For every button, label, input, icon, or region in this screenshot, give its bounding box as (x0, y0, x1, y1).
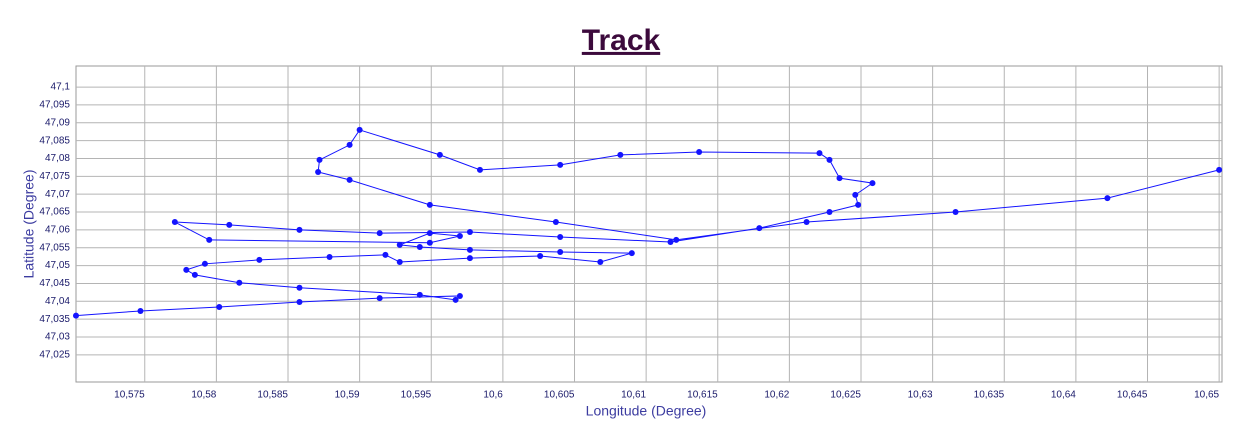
y-tick-label: 47,08 (45, 153, 70, 164)
x-tick-label: 10,62 (764, 390, 789, 401)
track-point (456, 292, 463, 299)
track-point (191, 271, 198, 278)
track-point (296, 284, 303, 291)
x-tick-label: 10,65 (1194, 390, 1219, 401)
track-point (171, 219, 178, 226)
track-point (436, 151, 443, 158)
y-tick-label: 47,1 (51, 82, 71, 93)
y-tick-label: 47,055 (39, 242, 70, 253)
track-point (597, 259, 604, 266)
track-point (557, 161, 564, 168)
x-tick-label: 10,58 (191, 390, 216, 401)
x-tick-label: 10,6 (483, 390, 503, 401)
track-point (256, 256, 263, 263)
track-point (396, 259, 403, 266)
track-point (346, 176, 353, 183)
track-point (826, 209, 833, 216)
y-tick-label: 47,07 (45, 189, 70, 200)
track-point (137, 307, 144, 314)
y-tick-label: 47,025 (39, 350, 70, 361)
y-tick-label: 47,035 (39, 314, 70, 325)
y-tick-label: 47,06 (45, 225, 70, 236)
x-tick-label: 10,59 (335, 390, 360, 401)
track-point (667, 239, 674, 246)
track-point (296, 226, 303, 233)
track-point (476, 166, 483, 173)
track-point (756, 225, 763, 232)
track-point (426, 201, 433, 208)
track-point (816, 150, 823, 157)
y-tick-label: 47,075 (39, 171, 70, 182)
track-point (826, 156, 833, 163)
track-point (803, 219, 810, 226)
track-point (617, 151, 624, 158)
y-tick-label: 47,09 (45, 117, 70, 128)
chart-title: Track (582, 24, 661, 57)
track-point (346, 141, 353, 148)
track-point (426, 230, 433, 237)
track-point (628, 250, 635, 257)
x-tick-label: 10,63 (908, 390, 933, 401)
x-tick-label: 10,575 (114, 390, 145, 401)
track-point (416, 291, 423, 298)
track-point (466, 255, 473, 262)
track-point (852, 191, 859, 198)
plot-area (75, 65, 1223, 383)
y-tick-label: 47,03 (45, 332, 70, 343)
track-point (466, 229, 473, 236)
track-point (869, 180, 876, 187)
track-point (376, 230, 383, 237)
track-point (466, 246, 473, 253)
track-point (426, 239, 433, 246)
track-point (552, 219, 559, 226)
y-tick-label: 47,04 (45, 296, 70, 307)
y-tick-label: 47,065 (39, 207, 70, 218)
track-point (326, 254, 333, 261)
x-tick-label: 10,64 (1051, 390, 1076, 401)
track-point (537, 252, 544, 259)
track-point (952, 209, 959, 216)
y-tick-label: 47,095 (39, 100, 70, 111)
track-point (416, 244, 423, 251)
x-tick-label: 10,635 (974, 390, 1005, 401)
y-tick-label: 47,085 (39, 135, 70, 146)
track-point (1216, 166, 1223, 173)
x-tick-label: 10,615 (687, 390, 718, 401)
x-tick-label: 10,595 (401, 390, 432, 401)
track-point (183, 266, 190, 273)
y-axis-label: Latitude (Degree) (21, 170, 37, 279)
track-point (696, 149, 703, 156)
x-tick-label: 10,605 (544, 390, 575, 401)
track-point (836, 175, 843, 182)
track-point (376, 295, 383, 302)
track-point (382, 251, 389, 258)
track-point (73, 312, 79, 319)
track-point (356, 126, 363, 133)
track-point (316, 156, 323, 163)
y-tick-label: 47,05 (45, 260, 70, 271)
x-tick-label: 10,585 (257, 390, 288, 401)
track-point (216, 304, 223, 311)
x-tick-label: 10,645 (1117, 390, 1148, 401)
x-tick-label: 10,625 (830, 390, 861, 401)
track-point (557, 234, 564, 241)
track-point (452, 296, 459, 303)
track-point (456, 232, 463, 239)
y-tick-label: 47,045 (39, 278, 70, 289)
track-point (315, 169, 322, 176)
track-point (236, 279, 243, 286)
track-point (226, 221, 233, 228)
track-point (557, 249, 564, 256)
track-point (855, 201, 862, 208)
track-point (201, 260, 208, 267)
x-tick-label: 10,61 (621, 390, 646, 401)
track-point (396, 241, 403, 248)
x-axis-label: Longitude (Degree) (586, 403, 707, 419)
track-point (206, 236, 213, 243)
track-point (296, 299, 303, 306)
track-point (1104, 195, 1111, 202)
track-point (673, 236, 680, 243)
